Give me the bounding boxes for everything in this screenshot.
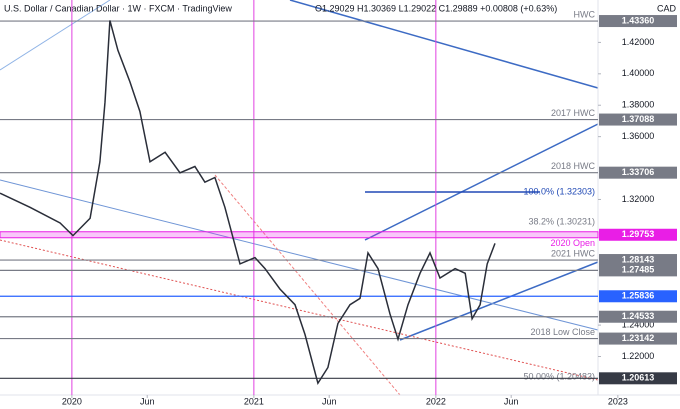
price-tag bbox=[599, 254, 677, 267]
level-note: 2018 Low Close bbox=[530, 327, 595, 337]
price-tag bbox=[599, 290, 677, 303]
y-tick-label: 1.40000 bbox=[622, 68, 655, 78]
price-tag-label: 1.37088 bbox=[622, 114, 655, 124]
fib-annotation: 38.2% (1.30231) bbox=[528, 216, 595, 226]
price-tag-label: 1.24533 bbox=[622, 311, 655, 321]
price-tag-label: 1.23142 bbox=[622, 333, 655, 343]
price-tag-label: 1.33706 bbox=[622, 167, 655, 177]
price-tag-label: 1.29753 bbox=[622, 229, 655, 239]
level-band bbox=[0, 231, 599, 239]
price-tag-label: 1.25836 bbox=[622, 291, 655, 301]
price-tag bbox=[599, 264, 677, 277]
chart-title: U.S. Dollar / Canadian Dollar · 1W · FXC… bbox=[4, 3, 232, 13]
y-tick-label: 1.22000 bbox=[622, 351, 655, 361]
y-tick-label: 1.38000 bbox=[622, 100, 655, 110]
price-tag bbox=[599, 166, 677, 179]
price-tag bbox=[599, 332, 677, 345]
price-tag bbox=[599, 113, 677, 126]
y-tick-label: 1.42000 bbox=[622, 37, 655, 47]
y-tick-label: 1.24000 bbox=[622, 319, 655, 329]
price-tag-label: 1.20613 bbox=[622, 373, 655, 383]
level-note: HWC bbox=[574, 9, 596, 19]
y-tick-label: 1.32000 bbox=[622, 194, 655, 204]
price-tag-label: 1.43360 bbox=[622, 15, 655, 25]
x-tick-label: 2020 bbox=[62, 396, 82, 406]
fib-annotation: 100.0% (1.32303) bbox=[523, 186, 595, 196]
x-tick-label: 2023 bbox=[608, 396, 628, 406]
level-note: 2021 HWC bbox=[551, 248, 596, 258]
x-tick-label: Jun bbox=[504, 396, 519, 406]
price-tag bbox=[599, 310, 677, 323]
x-tick-label: Jun bbox=[140, 396, 155, 406]
price-tag bbox=[599, 228, 677, 241]
x-tick-label: 2021 bbox=[244, 396, 264, 406]
price-line bbox=[0, 20, 496, 386]
price-tag-label: 1.27485 bbox=[622, 265, 655, 275]
price-tag bbox=[599, 372, 677, 385]
level-note: 2018 HWC bbox=[551, 161, 596, 171]
level-note: 2017 HWC bbox=[551, 108, 596, 118]
x-tick-label: 2022 bbox=[426, 396, 446, 406]
x-tick-label: Jun bbox=[322, 396, 337, 406]
axis-unit: CAD bbox=[657, 3, 677, 13]
price-tag bbox=[599, 15, 677, 28]
price-tag-label: 1.28143 bbox=[622, 254, 655, 264]
level-note: 2020 Open bbox=[550, 238, 595, 248]
y-tick-label: 1.36000 bbox=[622, 131, 655, 141]
trend-lines bbox=[0, 0, 599, 396]
fib-annotation: 50.00% (1.20483) bbox=[523, 371, 595, 381]
